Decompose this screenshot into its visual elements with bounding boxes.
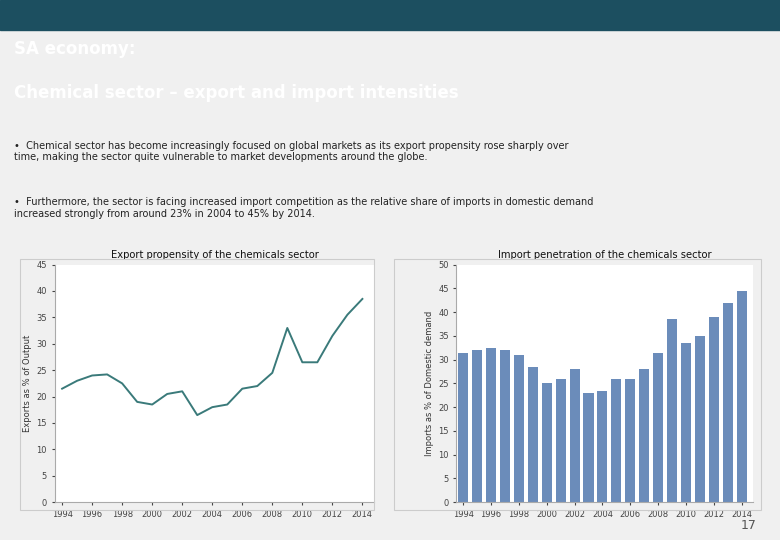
Bar bbox=[583, 393, 594, 502]
Bar bbox=[639, 369, 649, 502]
Bar bbox=[722, 302, 732, 502]
Bar bbox=[472, 350, 482, 502]
Bar bbox=[736, 291, 746, 502]
Y-axis label: Exports as % of Output: Exports as % of Output bbox=[23, 335, 32, 432]
Bar bbox=[597, 390, 608, 502]
Bar bbox=[653, 353, 663, 502]
Text: SA economy:: SA economy: bbox=[14, 40, 136, 58]
Bar bbox=[612, 379, 622, 502]
Bar bbox=[626, 379, 635, 502]
Title: Export propensity of the chemicals sector: Export propensity of the chemicals secto… bbox=[111, 249, 318, 260]
Bar bbox=[500, 350, 510, 502]
Bar bbox=[555, 379, 566, 502]
Bar bbox=[528, 367, 538, 502]
Bar bbox=[667, 319, 677, 502]
Bar bbox=[542, 383, 551, 502]
Text: Chemical sector – export and import intensities: Chemical sector – export and import inte… bbox=[14, 84, 459, 102]
Bar bbox=[709, 317, 718, 502]
Bar bbox=[514, 355, 524, 502]
Text: 17: 17 bbox=[741, 519, 757, 532]
Bar bbox=[0, 0, 780, 30]
Bar bbox=[695, 336, 705, 502]
Bar bbox=[486, 348, 496, 502]
Y-axis label: Imports as % of Domestic demand: Imports as % of Domestic demand bbox=[425, 311, 434, 456]
Bar bbox=[569, 369, 580, 502]
Title: Import penetration of the chemicals sector: Import penetration of the chemicals sect… bbox=[498, 249, 711, 260]
Text: •  Chemical sector has become increasingly focused on global markets as its expo: • Chemical sector has become increasingl… bbox=[14, 140, 569, 163]
Text: •  Furthermore, the sector is facing increased import competition as the relativ: • Furthermore, the sector is facing incr… bbox=[14, 197, 594, 219]
Bar bbox=[681, 343, 691, 502]
Bar bbox=[458, 353, 468, 502]
